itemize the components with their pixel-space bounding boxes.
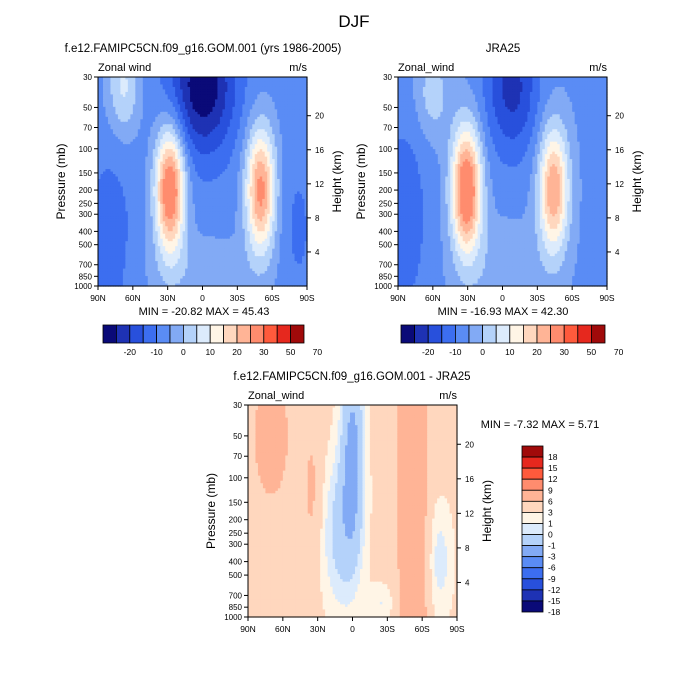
panel-title: f.e12.FAMIPC5CN.f09_g16.GOM.001 (yrs 198… xyxy=(65,43,342,55)
figure-title: DJF xyxy=(338,12,369,31)
contour-field xyxy=(98,77,308,287)
panel-left-label: Zonal wind xyxy=(98,62,151,74)
panel-model: f.e12.FAMIPC5CN.f09_g16.GOM.001 (yrs 198… xyxy=(54,43,344,357)
panel-right-label: m/s xyxy=(289,62,307,74)
